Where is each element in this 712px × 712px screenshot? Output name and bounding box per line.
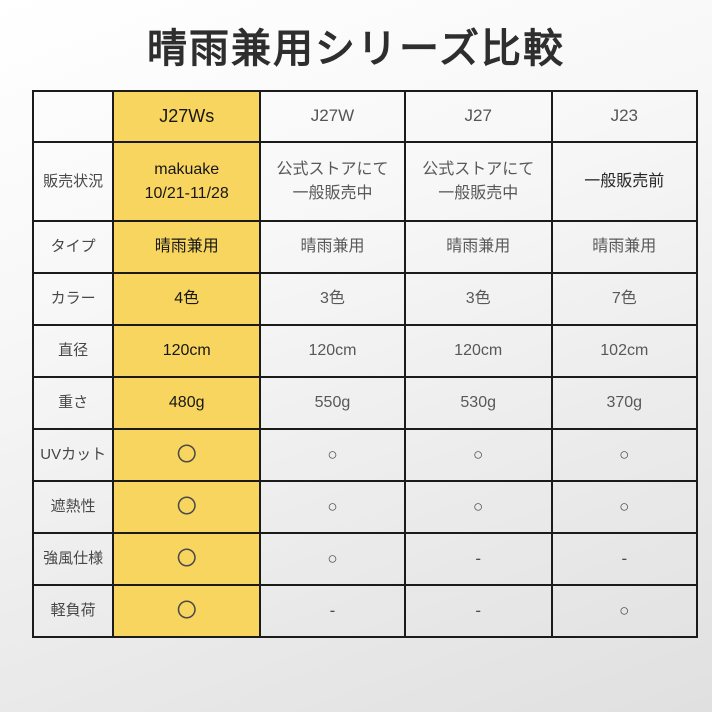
product-column-header-j23: J23 — [550, 90, 699, 143]
cell-diameter-j23: 102cm — [550, 324, 699, 378]
cell-type-j27ws: 晴雨兼用 — [112, 220, 262, 274]
cell-sales-j23: 一般販売前 — [550, 141, 699, 222]
table-row-heat-shield: 遮熱性 〇 ○ ○ ○ — [31, 480, 699, 534]
row-label: カラー — [31, 272, 115, 326]
cell-uv-j27w: ○ — [259, 428, 406, 482]
product-column-header-j27: J27 — [403, 90, 553, 143]
table-row-weight: 重さ 480g 550g 530g 370g — [31, 376, 699, 430]
row-label: 重さ — [31, 376, 115, 430]
cell-heat-j27w: ○ — [259, 480, 406, 534]
cell-type-j23: 晴雨兼用 — [550, 220, 699, 274]
cell-sales-j27: 公式ストアにて 一般販売中 — [403, 141, 553, 222]
row-label: 強風仕様 — [31, 532, 115, 586]
comparison-table: J27Ws J27W J27 J23 販売状況 makuake 10/21-11… — [31, 90, 699, 638]
cell-color-j27ws: 4色 — [112, 272, 262, 326]
table-row-sales-status: 販売状況 makuake 10/21-11/28 公式ストアにて 一般販売中 公… — [31, 141, 699, 222]
row-label: 遮熱性 — [31, 480, 115, 534]
row-label: タイプ — [31, 220, 115, 274]
cell-color-j23: 7色 — [550, 272, 699, 326]
cell-load-j27ws: 〇 — [112, 584, 262, 638]
cell-diameter-j27ws: 120cm — [112, 324, 262, 378]
cell-load-j27: - — [403, 584, 553, 638]
cell-sales-j27w: 公式ストアにて 一般販売中 — [259, 141, 406, 222]
table-row-uv-cut: UVカット 〇 ○ ○ ○ — [31, 428, 699, 482]
cell-heat-j27ws: 〇 — [112, 480, 262, 534]
table-row-type: タイプ 晴雨兼用 晴雨兼用 晴雨兼用 晴雨兼用 — [31, 220, 699, 274]
cell-uv-j23: ○ — [550, 428, 699, 482]
cell-color-j27w: 3色 — [259, 272, 406, 326]
table-row-strong-wind: 強風仕様 〇 ○ - - — [31, 532, 699, 586]
cell-weight-j27ws: 480g — [112, 376, 262, 430]
row-label: 直径 — [31, 324, 115, 378]
cell-diameter-j27w: 120cm — [259, 324, 406, 378]
cell-sales-j27ws: makuake 10/21-11/28 — [112, 141, 262, 222]
cell-load-j23: ○ — [550, 584, 699, 638]
cell-heat-j23: ○ — [550, 480, 699, 534]
cell-weight-j27: 530g — [403, 376, 553, 430]
cell-heat-j27: ○ — [403, 480, 553, 534]
cell-wind-j27w: ○ — [259, 532, 406, 586]
cell-load-j27w: - — [259, 584, 406, 638]
cell-wind-j27: - — [403, 532, 553, 586]
row-label: UVカット — [31, 428, 115, 482]
row-label: 販売状況 — [31, 141, 115, 222]
page-title: 晴雨兼用シリーズ比較 — [147, 27, 565, 71]
table-row-color: カラー 4色 3色 3色 7色 — [31, 272, 699, 326]
corner-cell — [31, 90, 115, 143]
cell-type-j27: 晴雨兼用 — [403, 220, 553, 274]
cell-color-j27: 3色 — [403, 272, 553, 326]
cell-uv-j27ws: 〇 — [112, 428, 262, 482]
table-row-light-load: 軽負荷 〇 - - ○ — [31, 584, 699, 638]
cell-wind-j27ws: 〇 — [112, 532, 262, 586]
product-column-header-j27ws: J27Ws — [112, 90, 262, 143]
table-row-diameter: 直径 120cm 120cm 120cm 102cm — [31, 324, 699, 378]
cell-uv-j27: ○ — [403, 428, 553, 482]
table-header-row: J27Ws J27W J27 J23 — [31, 90, 699, 143]
cell-weight-j27w: 550g — [259, 376, 406, 430]
cell-weight-j23: 370g — [550, 376, 699, 430]
cell-wind-j23: - — [550, 532, 699, 586]
product-column-header-j27w: J27W — [259, 90, 406, 143]
cell-diameter-j27: 120cm — [403, 324, 553, 378]
cell-type-j27w: 晴雨兼用 — [259, 220, 406, 274]
row-label: 軽負荷 — [31, 584, 115, 638]
